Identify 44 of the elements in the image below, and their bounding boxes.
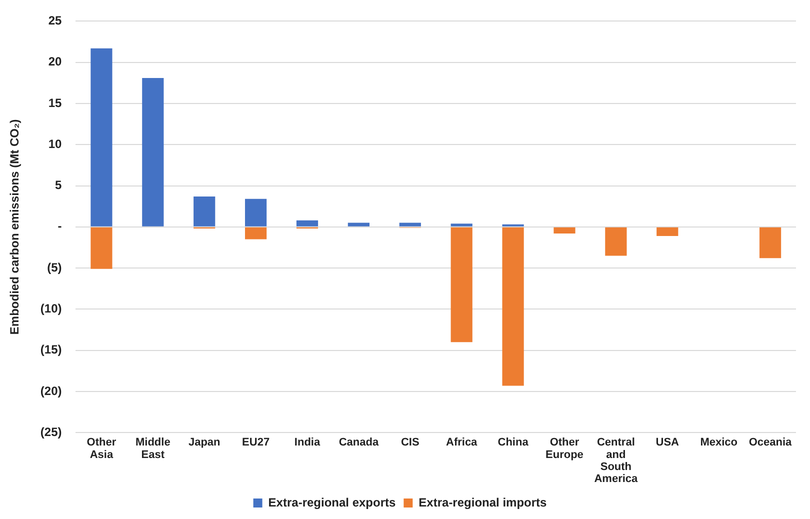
y-tick-label: 25 — [48, 14, 62, 28]
x-tick-label: Mexico — [700, 436, 738, 449]
x-tick-label: CIS — [400, 436, 420, 449]
bar — [296, 220, 318, 226]
bar — [554, 227, 576, 234]
bar — [450, 227, 472, 342]
x-tick-label: Africa — [446, 436, 478, 449]
bar — [605, 227, 627, 256]
bar — [194, 196, 216, 226]
y-tick-label: (25) — [40, 424, 62, 439]
bar — [502, 227, 524, 386]
y-tick-label: (20) — [40, 384, 62, 398]
y-tick-label: - — [58, 219, 62, 234]
x-tick-label: Japan — [188, 436, 221, 449]
bar — [90, 227, 112, 269]
legend-label: Extra-regional imports — [418, 495, 548, 510]
x-tick-label: USA — [656, 436, 680, 449]
y-tick-label: 20 — [48, 54, 62, 69]
x-tick-label: EU27 — [242, 436, 270, 449]
y-tick-label: (10) — [40, 301, 62, 316]
bar — [142, 78, 164, 226]
x-tick-label: Other Europe — [546, 436, 584, 461]
x-tick-label: Canada — [338, 436, 380, 449]
bar — [450, 224, 472, 226]
x-tick-label: China — [498, 436, 530, 449]
bar — [759, 227, 782, 258]
x-tick-label: Oceania — [748, 436, 793, 449]
x-tick-label: Middle East — [135, 436, 170, 461]
bar — [245, 227, 267, 240]
bar — [399, 222, 421, 226]
bar — [348, 222, 370, 226]
legend-label: Extra-regional exports — [268, 495, 396, 510]
y-tick-label: 5 — [55, 178, 62, 192]
y-tick-label: 10 — [48, 136, 62, 151]
bar — [656, 227, 678, 236]
bar — [90, 48, 112, 226]
x-tick-label: Other Asia — [86, 436, 117, 461]
y-axis-title: Embodied carbon emissions (Mt CO₂) — [8, 119, 22, 335]
y-tick-label: (15) — [40, 342, 62, 357]
y-tick-label: (5) — [47, 260, 62, 274]
x-tick-label: India — [294, 436, 321, 449]
bar — [245, 198, 267, 226]
x-tick-label: Central and South America — [594, 436, 639, 485]
y-tick-label: 15 — [48, 96, 62, 110]
